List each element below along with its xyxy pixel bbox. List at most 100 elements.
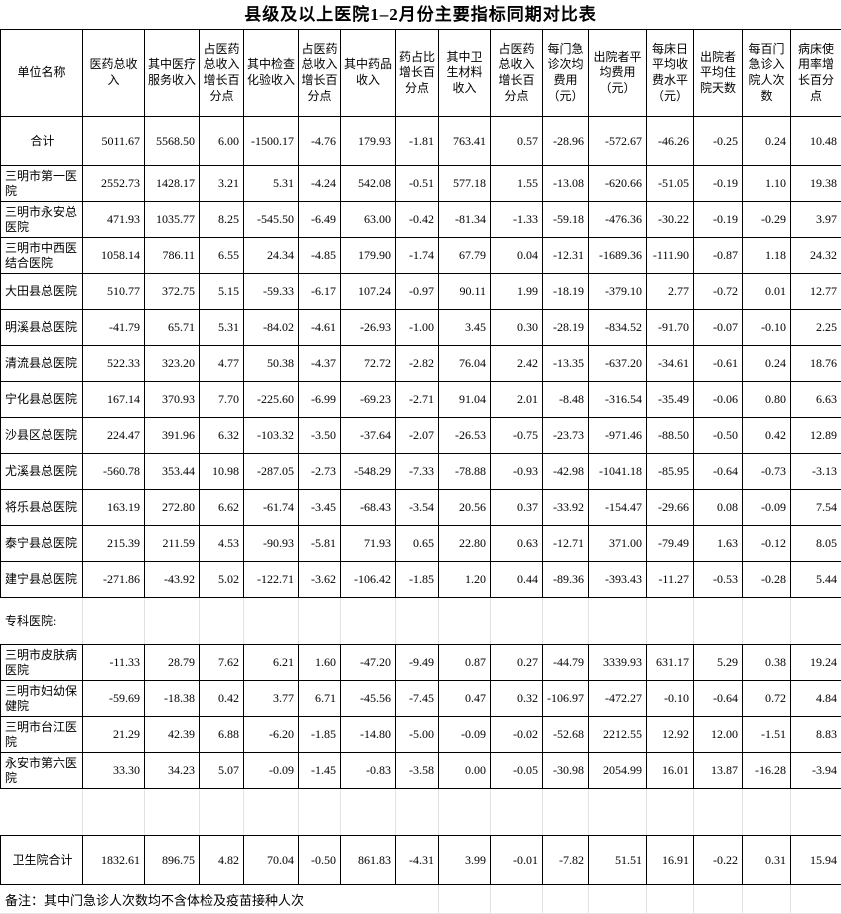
row-label: 尤溪县总医院 [1,454,83,490]
data-cell: 13.87 [694,753,743,789]
data-cell: -0.10 [647,681,694,717]
data-cell: -13.35 [543,346,589,382]
table-header-row: 单位名称医药总收入其中医疗服务收入占医药总收入增长百分点其中检查化验收入占医药总… [1,30,841,117]
data-cell: -3.50 [299,418,341,454]
data-cell: 0.87 [439,645,491,681]
data-cell: 3.21 [200,166,244,202]
data-cell: -6.20 [244,717,299,753]
data-cell [200,789,244,836]
data-cell: -106.42 [341,562,396,598]
data-cell [83,789,145,836]
data-cell: 163.19 [83,490,145,526]
data-cell: -271.86 [83,562,145,598]
row-label: 沙县区总医院 [1,418,83,454]
data-cell: 3.45 [439,310,491,346]
data-cell: 3.99 [439,836,491,885]
data-cell: 33.30 [83,753,145,789]
data-cell: -2.07 [396,418,439,454]
column-header: 病床使用率增长百分点 [791,30,841,117]
data-cell: 1.10 [743,166,791,202]
data-cell [341,789,396,836]
data-cell: 522.33 [83,346,145,382]
data-cell: -7.33 [396,454,439,490]
data-cell: 7.54 [791,490,841,526]
data-cell: 1058.14 [83,238,145,274]
row-label: 清流县总医院 [1,346,83,382]
data-cell: -0.19 [694,166,743,202]
empty-cell [791,885,841,914]
data-cell [491,598,543,645]
data-cell: -122.71 [244,562,299,598]
data-cell: -35.49 [647,382,694,418]
data-cell: 0.57 [491,117,543,166]
data-cell: -9.49 [396,645,439,681]
row-label: 永安市第六医院 [1,753,83,789]
data-cell: 1832.61 [83,836,145,885]
data-cell: 5.44 [791,562,841,598]
data-cell: -1500.17 [244,117,299,166]
data-cell [589,789,647,836]
data-cell [491,789,543,836]
data-cell: -476.36 [589,202,647,238]
data-cell [589,598,647,645]
data-cell: -1.74 [396,238,439,274]
data-cell: -620.66 [589,166,647,202]
data-cell: 1035.77 [145,202,200,238]
data-cell: 631.17 [647,645,694,681]
data-cell: 0.38 [743,645,791,681]
data-cell: 70.04 [244,836,299,885]
row-label: 合计 [1,117,83,166]
data-cell: -3.45 [299,490,341,526]
data-cell: 179.93 [341,117,396,166]
data-cell: 1.63 [694,526,743,562]
data-cell: -11.33 [83,645,145,681]
data-cell: 3.97 [791,202,841,238]
column-header: 其中卫生材料收入 [439,30,491,117]
data-cell: 34.23 [145,753,200,789]
data-cell [439,789,491,836]
data-cell: 215.39 [83,526,145,562]
data-cell: 24.34 [244,238,299,274]
data-cell: -26.93 [341,310,396,346]
data-cell: -2.73 [299,454,341,490]
empty-cell [647,885,694,914]
data-cell: 211.59 [145,526,200,562]
data-cell: -59.33 [244,274,299,310]
empty-cell [589,885,647,914]
data-cell: -834.52 [589,310,647,346]
data-cell: 76.04 [439,346,491,382]
data-cell [791,598,841,645]
data-cell: 0.01 [743,274,791,310]
data-cell: -4.85 [299,238,341,274]
data-cell [200,598,244,645]
data-cell: -11.27 [647,562,694,598]
column-header: 其中检查化验收入 [244,30,299,117]
data-cell: 1.60 [299,645,341,681]
data-cell: -0.50 [299,836,341,885]
data-cell: 577.18 [439,166,491,202]
data-cell: 5.31 [200,310,244,346]
data-cell: -7.82 [543,836,589,885]
data-cell: -1.51 [743,717,791,753]
data-cell: -3.62 [299,562,341,598]
data-cell: 67.79 [439,238,491,274]
data-cell: 51.51 [589,836,647,885]
data-cell: -90.93 [244,526,299,562]
data-cell: 42.39 [145,717,200,753]
data-cell: 2552.73 [83,166,145,202]
data-cell: -61.74 [244,490,299,526]
data-cell: -13.08 [543,166,589,202]
row-label: 宁化县总医院 [1,382,83,418]
data-cell [791,789,841,836]
data-cell: 0.47 [439,681,491,717]
data-cell: -42.98 [543,454,589,490]
data-cell: -0.72 [694,274,743,310]
data-cell: -59.18 [543,202,589,238]
data-cell: -37.64 [341,418,396,454]
data-cell: 0.42 [743,418,791,454]
